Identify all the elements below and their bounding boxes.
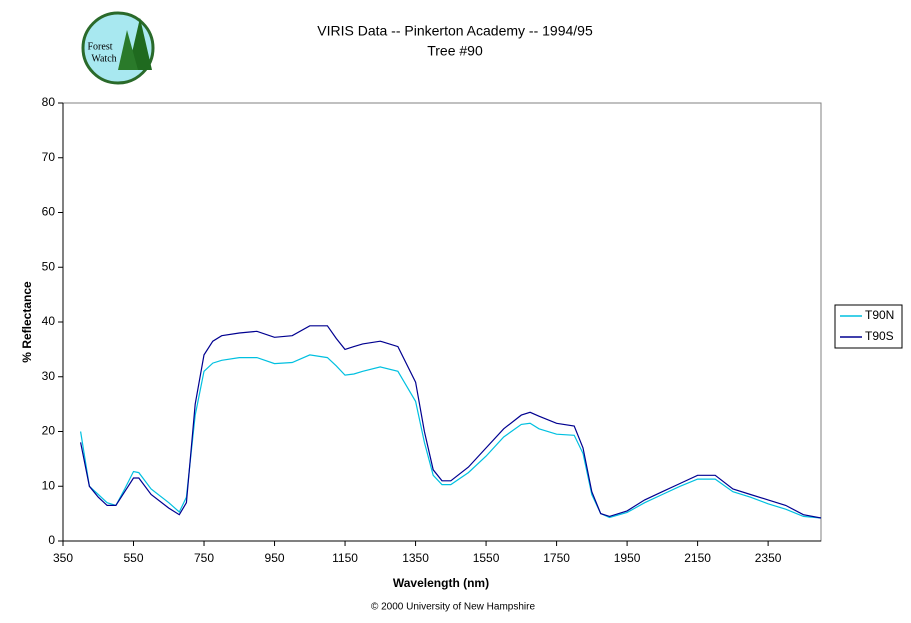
x-tick-label: 2350 [755,551,782,565]
legend-label: T90S [865,329,894,343]
y-axis-label: % Reflectance [20,281,34,363]
y-tick-label: 80 [42,95,56,109]
x-tick-label: 1550 [473,551,500,565]
logo-tree [118,30,138,70]
series-line [80,325,822,519]
x-tick-label: 750 [194,551,214,565]
x-tick-label: 350 [53,551,73,565]
legend-label: T90N [865,308,894,322]
legend [834,304,903,349]
y-tick-label: 30 [42,369,56,383]
y-tick-label: 0 [48,533,55,547]
x-tick-label: 950 [265,551,285,565]
logo-text: Watch [91,53,116,64]
chart-subtitle: Tree #90 [427,43,483,59]
x-tick-label: 1950 [614,551,641,565]
y-tick-label: 60 [42,205,56,219]
logo-text: Forest [88,41,113,52]
x-axis-label: Wavelength (nm) [393,576,489,590]
y-tick-label: 20 [42,424,56,438]
y-tick-label: 70 [42,150,56,164]
x-tick-label: 2150 [684,551,711,565]
x-tick-label: 1350 [402,551,429,565]
y-tick-label: 10 [42,478,56,492]
x-tick-label: 1150 [332,551,358,565]
y-tick-label: 50 [42,259,56,273]
logo: Forest Watch [81,11,155,85]
x-tick-label: 550 [123,551,143,565]
series-line [80,354,822,519]
chart-title: VIRIS Data -- Pinkerton Academy -- 1994/… [317,23,593,39]
y-tick-label: 40 [42,314,56,328]
x-tick-label: 1750 [543,551,570,565]
footer: © 2000 University of New Hampshire [371,602,536,613]
